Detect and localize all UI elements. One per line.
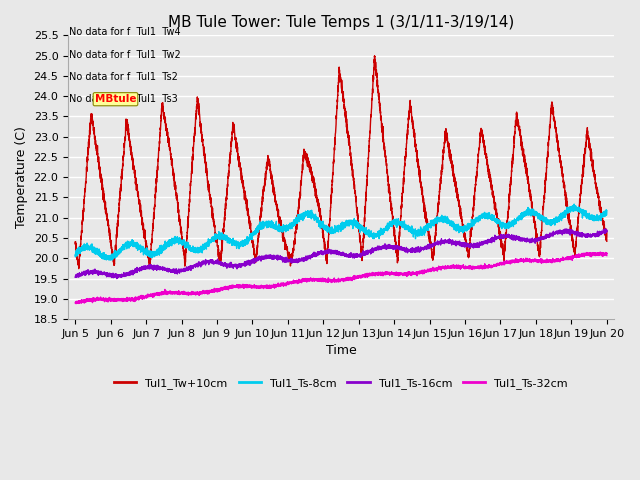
Y-axis label: Temperature (C): Temperature (C)	[15, 126, 28, 228]
Text: No data for f  Tul1  Ts3: No data for f Tul1 Ts3	[69, 94, 178, 104]
Text: No data for f  Tul1  Ts2: No data for f Tul1 Ts2	[69, 72, 178, 82]
Text: No data for f  Tul1  Tw2: No data for f Tul1 Tw2	[69, 49, 180, 60]
X-axis label: Time: Time	[326, 344, 356, 357]
Text: No data for f  Tul1  Tw4: No data for f Tul1 Tw4	[69, 27, 180, 37]
Title: MB Tule Tower: Tule Temps 1 (3/1/11-3/19/14): MB Tule Tower: Tule Temps 1 (3/1/11-3/19…	[168, 15, 514, 30]
Text: MBtule: MBtule	[95, 94, 136, 104]
Legend: Tul1_Tw+10cm, Tul1_Ts-8cm, Tul1_Ts-16cm, Tul1_Ts-32cm: Tul1_Tw+10cm, Tul1_Ts-8cm, Tul1_Ts-16cm,…	[109, 373, 572, 393]
